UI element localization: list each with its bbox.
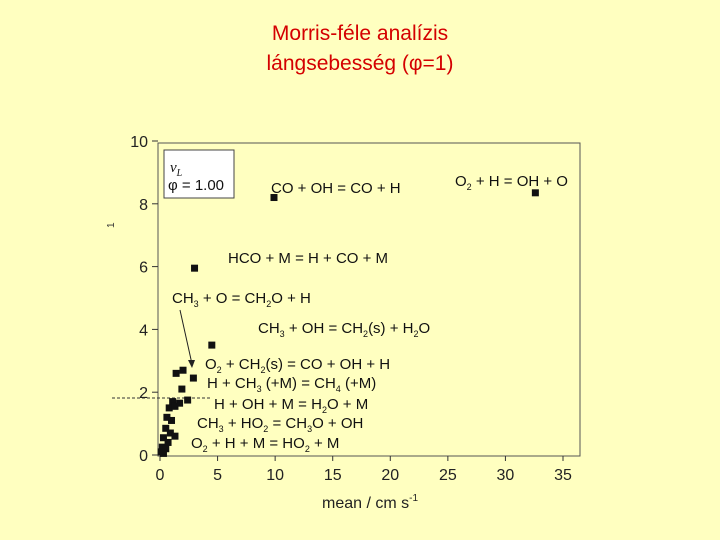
data-point <box>270 194 278 202</box>
annotation-ch3-ho2: CH3 + HO2 = CH3O + OH <box>197 415 363 434</box>
x-axis-label: mean / cm s-1 <box>322 493 418 512</box>
annotation-o2-ch2s: O2 + CH2(s) = CO + OH + H <box>205 356 390 375</box>
data-point <box>208 341 216 349</box>
data-point <box>179 366 187 374</box>
data-point <box>178 385 186 393</box>
data-point <box>171 402 179 410</box>
y-tick-label: 0 <box>139 448 148 465</box>
x-tick-label: 5 <box>213 467 222 484</box>
annotation-ch3-o: CH3 + O = CH2O + H <box>172 290 311 309</box>
x-tick-label: 10 <box>266 467 284 484</box>
data-point <box>171 432 179 440</box>
annotation-o2-h: O2 + H = OH + O <box>455 173 568 192</box>
axes: 0 5 10 15 20 25 30 35 0 2 4 6 8 10 <box>130 134 572 484</box>
data-point <box>159 449 167 457</box>
annotation-h-ch3: H + CH3 (+M) = CH4 (+M) <box>207 375 376 394</box>
data-point <box>162 424 170 432</box>
data-point <box>172 369 180 377</box>
y-tick-label: 4 <box>139 322 148 339</box>
annotation-co-oh: CO + OH = CO + H <box>271 180 401 197</box>
data-point <box>159 434 167 442</box>
data-point <box>166 429 174 437</box>
data-point <box>164 438 172 446</box>
annotation-arrow-head <box>188 360 195 368</box>
data-point <box>163 413 171 421</box>
data-point <box>162 445 170 453</box>
y-tick-label: 10 <box>130 134 148 151</box>
x-tick-label: 30 <box>497 467 515 484</box>
stray-y-label: 1 <box>106 222 117 228</box>
plot-area <box>157 142 581 457</box>
data-point <box>169 398 177 406</box>
annotation-o2-h-m: O2 + H + M = HO2 + M <box>191 435 339 454</box>
legend-symbol: vL <box>170 160 183 179</box>
legend-phi: φ = 1.00 <box>168 177 224 194</box>
data-point <box>531 189 539 197</box>
chart-title-line1: Morris-féle analízis <box>271 22 449 45</box>
x-tick-label: 15 <box>324 467 342 484</box>
annotation-ch3-oh: CH3 + OH = CH2(s) + H2O <box>258 320 430 339</box>
legend: vL φ = 1.00 <box>163 149 235 199</box>
data-point <box>176 399 184 407</box>
annotation-arrow <box>179 309 193 365</box>
data-point <box>191 264 199 272</box>
data-point <box>189 374 197 382</box>
data-point <box>165 404 173 412</box>
data-points <box>157 189 539 457</box>
annotations: CO + OH = CO + H O2 + H = OH + O HCO + M… <box>172 173 568 454</box>
legend-box <box>163 149 235 199</box>
annotation-h-oh-m: H + OH + M = H2O + M <box>214 396 368 415</box>
x-tick-label: 35 <box>554 467 572 484</box>
annotation-hco-m: HCO + M = H + CO + M <box>228 250 388 267</box>
y-tick-label: 8 <box>139 197 148 214</box>
chart-title-line2: lángsebesség (φ=1) <box>266 52 454 75</box>
x-tick-label: 0 <box>156 467 165 484</box>
x-tick-label: 20 <box>381 467 399 484</box>
x-tick-label: 25 <box>439 467 457 484</box>
y-tick-label: 6 <box>139 260 148 277</box>
data-point <box>184 396 192 404</box>
data-point <box>168 416 176 424</box>
y-tick-label: 2 <box>139 385 148 402</box>
